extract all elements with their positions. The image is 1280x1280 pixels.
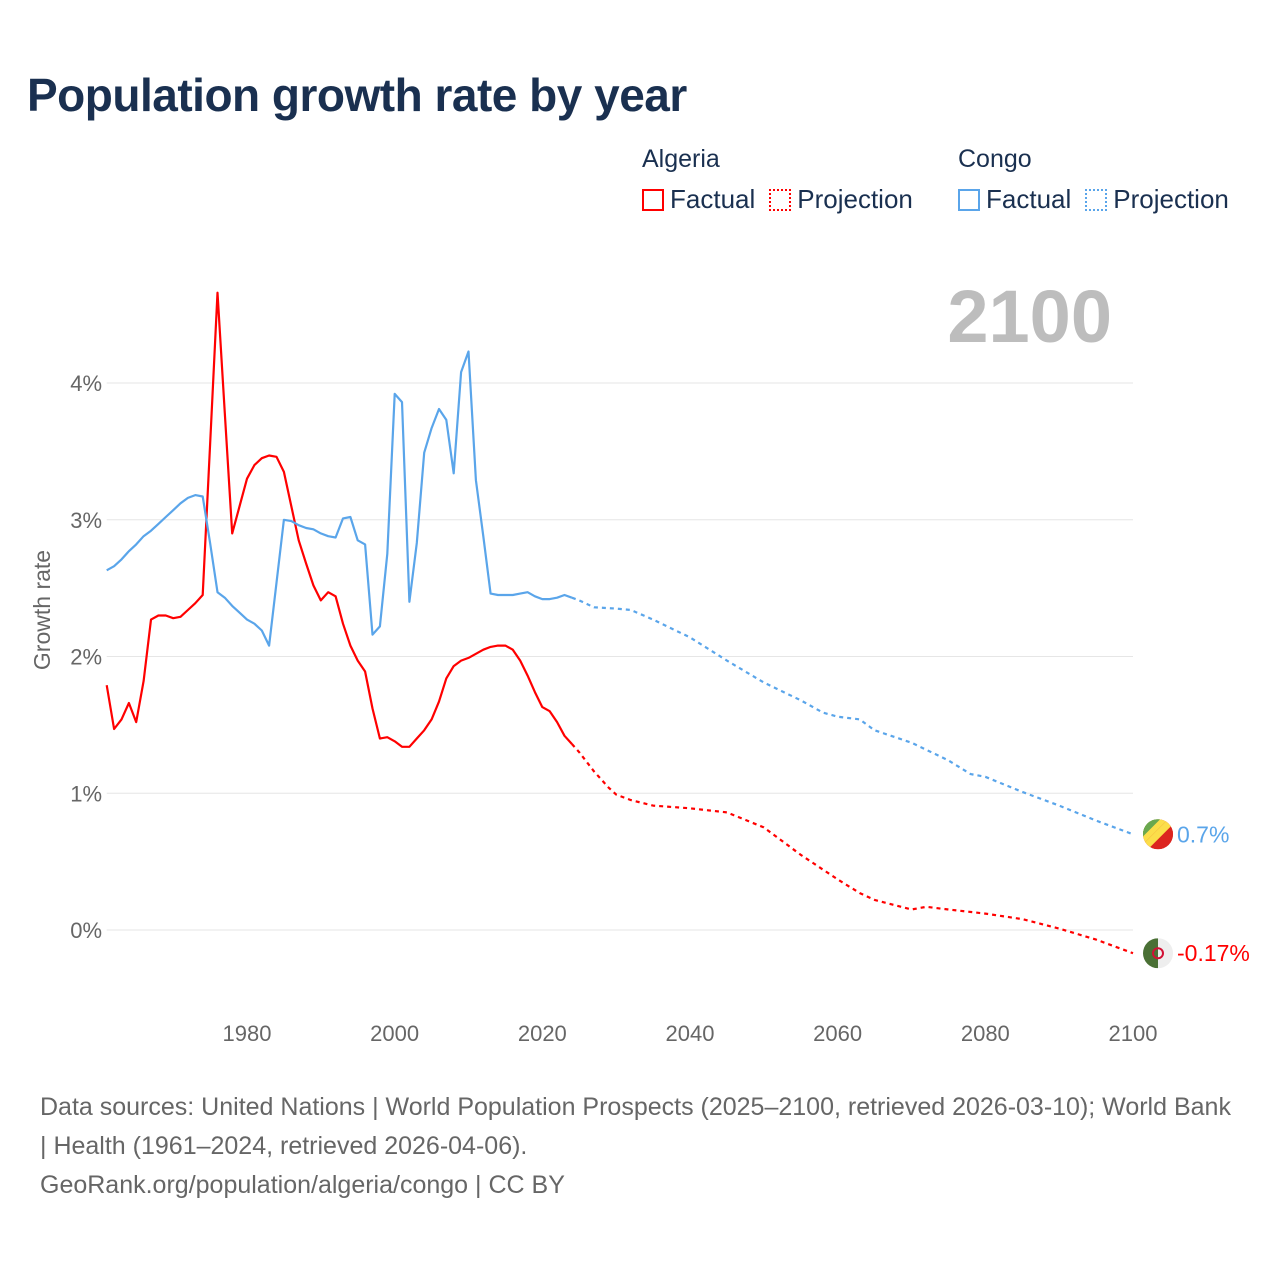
legend-group-name: Congo: [958, 145, 1032, 173]
flag-yellow-band: [1143, 819, 1173, 850]
legend-algeria: Algeria Factual Projection: [642, 145, 913, 215]
legend-algeria-factual[interactable]: Factual: [642, 184, 755, 215]
dotted-swatch-icon: [1085, 188, 1108, 211]
y-tick-label: 0%: [70, 918, 102, 943]
y-tick-label: 3%: [70, 508, 102, 533]
y-tick-label: 2%: [70, 645, 102, 670]
legend-group-name: Algeria: [642, 145, 720, 173]
flag-green: [1143, 938, 1158, 969]
dotted-swatch-icon: [769, 188, 792, 211]
algeria-flag-icon: [1143, 938, 1173, 969]
legend-label: Projection: [797, 184, 913, 214]
series-line-congo-projection: [571, 596, 1134, 836]
x-tick-label: 2040: [666, 1021, 715, 1046]
series-line-congo-factual: [106, 350, 573, 647]
congo-flag-icon: [1143, 819, 1173, 850]
x-tick-label: 2080: [961, 1021, 1010, 1046]
x-tick-label: 2000: [370, 1021, 419, 1046]
y-tick-label: 4%: [70, 371, 102, 396]
flag-crescent: [1152, 947, 1164, 960]
x-tick-label: 1980: [223, 1021, 272, 1046]
legend-label: Factual: [986, 184, 1072, 214]
data-sources: Data sources: United Nations | World Pop…: [40, 1093, 1231, 1160]
footer: Data sources: United Nations | World Pop…: [40, 1088, 1240, 1205]
credit-link[interactable]: GeoRank.org/population/algeria/congo | C…: [40, 1171, 565, 1199]
y-tick-label: 1%: [70, 781, 102, 806]
legend-congo-projection[interactable]: Projection: [1085, 184, 1229, 215]
solid-swatch-icon: [642, 188, 664, 211]
flag-body: [1143, 938, 1173, 969]
chart-title: Population growth rate by year: [27, 69, 687, 121]
series-line-algeria-factual: [105, 291, 573, 748]
series-line-algeria-projection: [571, 743, 1134, 955]
algeria-end-label: -0.17%: [1177, 940, 1250, 966]
legend-congo: Congo Factual Projection: [958, 145, 1229, 215]
x-tick-label: 2100: [1109, 1021, 1158, 1046]
x-tick-label: 2060: [813, 1021, 862, 1046]
flag-body: [1143, 819, 1173, 850]
y-axis-label: Growth rate: [29, 550, 55, 670]
legend-label: Projection: [1113, 184, 1229, 214]
congo-end-label: 0.7%: [1177, 821, 1229, 847]
year-indicator: 2100: [947, 275, 1112, 358]
legend-algeria-projection[interactable]: Projection: [769, 184, 913, 215]
x-tick-label: 2020: [518, 1021, 567, 1046]
flag-white: [1158, 938, 1173, 969]
solid-swatch-icon: [958, 188, 980, 211]
legend-congo-factual[interactable]: Factual: [958, 184, 1071, 215]
legend-label: Factual: [670, 184, 756, 214]
